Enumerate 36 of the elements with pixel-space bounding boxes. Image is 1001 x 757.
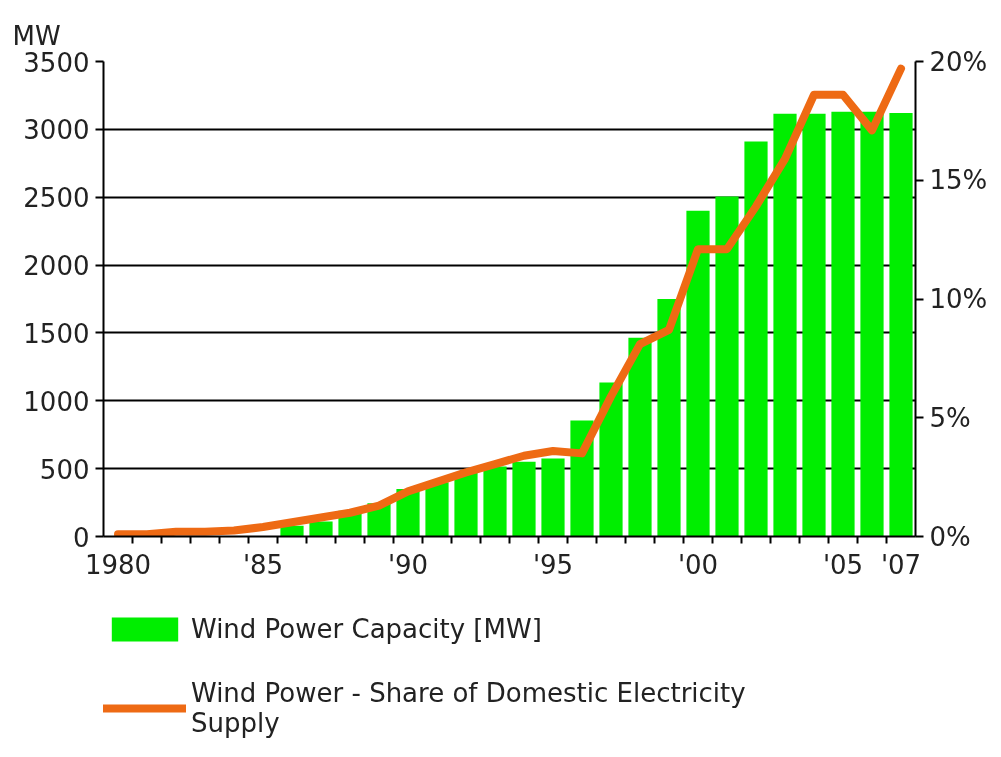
bar — [889, 113, 913, 537]
x-tick-label: '95 — [532, 549, 574, 580]
bar — [483, 466, 507, 537]
bar — [860, 111, 884, 537]
bar — [657, 299, 681, 537]
y2-tick-label: 20% — [929, 46, 988, 77]
bar — [425, 482, 449, 537]
bar — [309, 521, 333, 537]
bar — [599, 382, 623, 537]
y-tick-label: 500 — [39, 454, 90, 485]
y2-tick-label: 5% — [929, 402, 971, 433]
y-tick-label: 1500 — [23, 318, 90, 349]
bar — [512, 461, 536, 537]
x-tick-label: '90 — [387, 549, 429, 580]
x-tick-label: '85 — [242, 549, 284, 580]
bar — [744, 141, 768, 537]
y-tick-label: 2500 — [23, 183, 90, 214]
bar — [802, 113, 826, 537]
y2-tick-label: 10% — [929, 284, 988, 314]
bar — [454, 472, 478, 537]
x-tick-label: '07 — [880, 549, 922, 580]
bar — [628, 337, 652, 537]
y2-tick-label: 0% — [929, 521, 971, 552]
bar — [831, 111, 855, 537]
y-tick-label: 2000 — [23, 251, 90, 282]
bar — [715, 196, 739, 537]
bar — [686, 210, 710, 537]
legend-label: Wind Power Capacity [MW] — [191, 614, 542, 644]
y2-tick-label: 15% — [929, 165, 988, 196]
x-tick-label: '05 — [822, 549, 864, 580]
y-tick-label: 1000 — [23, 386, 90, 417]
y-tick-label: 3000 — [23, 115, 90, 146]
legend-label: Wind Power - Share of Domestic Electricity Supply — [191, 678, 746, 738]
bar — [773, 113, 797, 537]
x-tick-label: '00 — [677, 549, 719, 580]
bar — [541, 458, 565, 537]
